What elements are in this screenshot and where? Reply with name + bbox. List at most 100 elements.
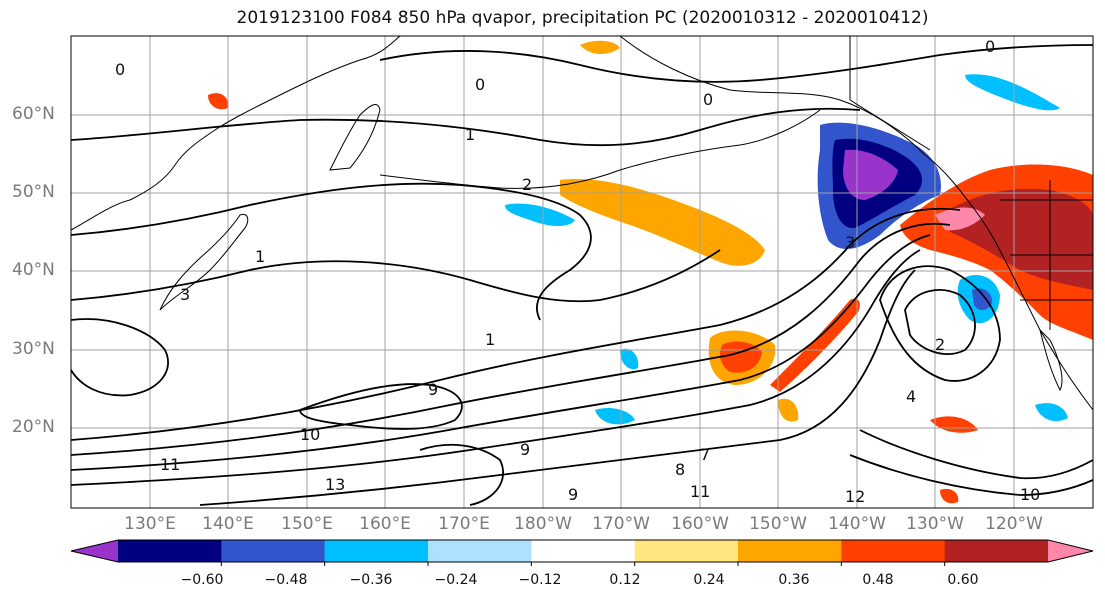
colorbar-tick-label: −0.36 [349,572,393,588]
colorbar-tick-label: 0.48 [862,572,894,588]
contour-label: 0 [115,60,125,79]
colorbar-outline [70,539,1094,563]
coast-baja [1039,328,1063,392]
colorbar-segment [324,540,429,562]
contour-east-band [859,429,1094,480]
colorbar-extend-min [71,540,118,562]
contour-label: 3 [180,285,190,304]
contour-label: 2 [522,175,532,194]
lon-label-130e: 130°E [124,514,176,534]
contour-label: 0 [703,90,713,109]
colorbar-segment [531,540,636,562]
lon-label-130w: 130°W [906,514,964,534]
contour-jet-2 [70,222,951,456]
lon-label-170w: 170°W [592,514,650,534]
contour-subtropical-9 [299,383,463,430]
contour-label: 2 [935,335,945,354]
contour-label: 9 [520,440,530,459]
contour-label: 1 [255,247,265,266]
lon-label-160w: 160°W [671,514,729,534]
graticule [71,36,1093,508]
contour-label: 10 [1020,485,1040,504]
contour-label: 13 [325,475,345,494]
contour-jet-5 [199,269,916,506]
contour-jet-3 [70,234,931,471]
contour-2 [70,182,592,321]
contour-label: 0 [475,75,485,94]
colorbar-segment [841,540,946,562]
lon-label-120w: 120°W [985,514,1043,534]
contour-3 [70,249,721,303]
colorbar-segment [221,540,326,562]
colorbar-segment [118,540,222,562]
map-title: 2019123100 F084 850 hPa qvapor, precipit… [236,8,929,28]
negative-anomaly-small-2 [595,408,635,425]
positive-anomaly-central-band [560,179,765,266]
colorbar-segment [634,540,739,562]
contour-label: 9 [568,485,578,504]
coast-japan [159,213,249,311]
contour-label: 4 [906,387,916,406]
contour-label: 10 [300,425,320,444]
contour-label: 1 [465,125,475,144]
contour-jet-4 [70,249,921,486]
colorbar-tick-label: 0.24 [693,572,725,588]
colorbar-tick-label: −0.48 [264,572,308,588]
qvapor-contours [70,44,1094,506]
lat-label-60n: 60°N [12,104,55,124]
lat-label-20n: 20°N [12,417,55,437]
colorbar-tick-label: 0.60 [947,572,979,588]
positive-anomaly-south-band [930,416,978,433]
coast-asia [70,35,401,231]
colorbar-segment [738,540,842,562]
map-frame [70,35,1094,509]
lon-label-160e: 160°E [359,514,411,534]
precip-shading [208,40,1093,504]
border-canada [849,36,931,151]
lat-label-50n: 50°N [12,182,55,202]
contour-label: 0 [985,37,995,56]
contour-subtropical-10 [419,443,505,506]
positive-anomaly-subtropical-core [720,341,762,373]
negative-anomaly-west-pacific [505,203,575,226]
colorbar-tick-label: −0.24 [434,572,478,588]
positive-anomaly-small-1 [778,398,799,422]
lon-label-140w: 140°W [828,514,886,534]
negative-anomaly-north [965,74,1060,111]
contour-east-band-2 [849,454,1094,496]
lon-label-180w: 180°W [514,514,572,534]
contour-loop-west [879,265,1001,382]
contour-label-group: 0 0 0 0 1 1 1 2 2 3 3 4 7 8 9 9 9 10 10 … [115,37,1040,506]
lon-label-150w: 150°W [749,514,807,534]
coast-kamchatka [329,104,381,171]
colorbar-extend-max [1048,540,1093,562]
contour-1 [70,107,861,147]
colorbar-tick-label: 0.12 [609,572,641,588]
colorbar-tick-label: −0.60 [180,572,224,588]
negative-anomaly-california-core [972,288,993,311]
contour-label: 12 [845,487,865,506]
negative-anomaly-small-3 [1035,403,1068,422]
contour-label: 8 [675,460,685,479]
contour-label: 11 [160,455,180,474]
contour-jet-1 [70,207,961,441]
positive-anomaly-small-3 [940,488,959,504]
colorbar-tick-label: −0.12 [518,572,562,588]
coastlines [70,35,1094,411]
state-borders [1000,180,1093,330]
positive-anomaly-north [580,40,620,54]
lat-label-30n: 30°N [12,339,55,359]
contour-loop-inner [904,289,976,355]
contour-west-swirl [70,318,169,397]
map-panel: 0 0 0 0 1 1 1 2 2 3 3 4 7 8 9 9 9 10 10 … [70,35,1094,509]
lat-label-40n: 40°N [12,260,55,280]
contour-label: 7 [700,445,710,464]
lon-label-170e: 170°E [438,514,490,534]
positive-anomaly-jet-band [770,298,860,392]
colorbar [70,539,1094,566]
colorbar-tick-label: 0.36 [778,572,810,588]
contour-0 [379,44,1094,83]
negative-anomaly-small-1 [620,348,639,370]
lon-label-150e: 150°E [281,514,333,534]
